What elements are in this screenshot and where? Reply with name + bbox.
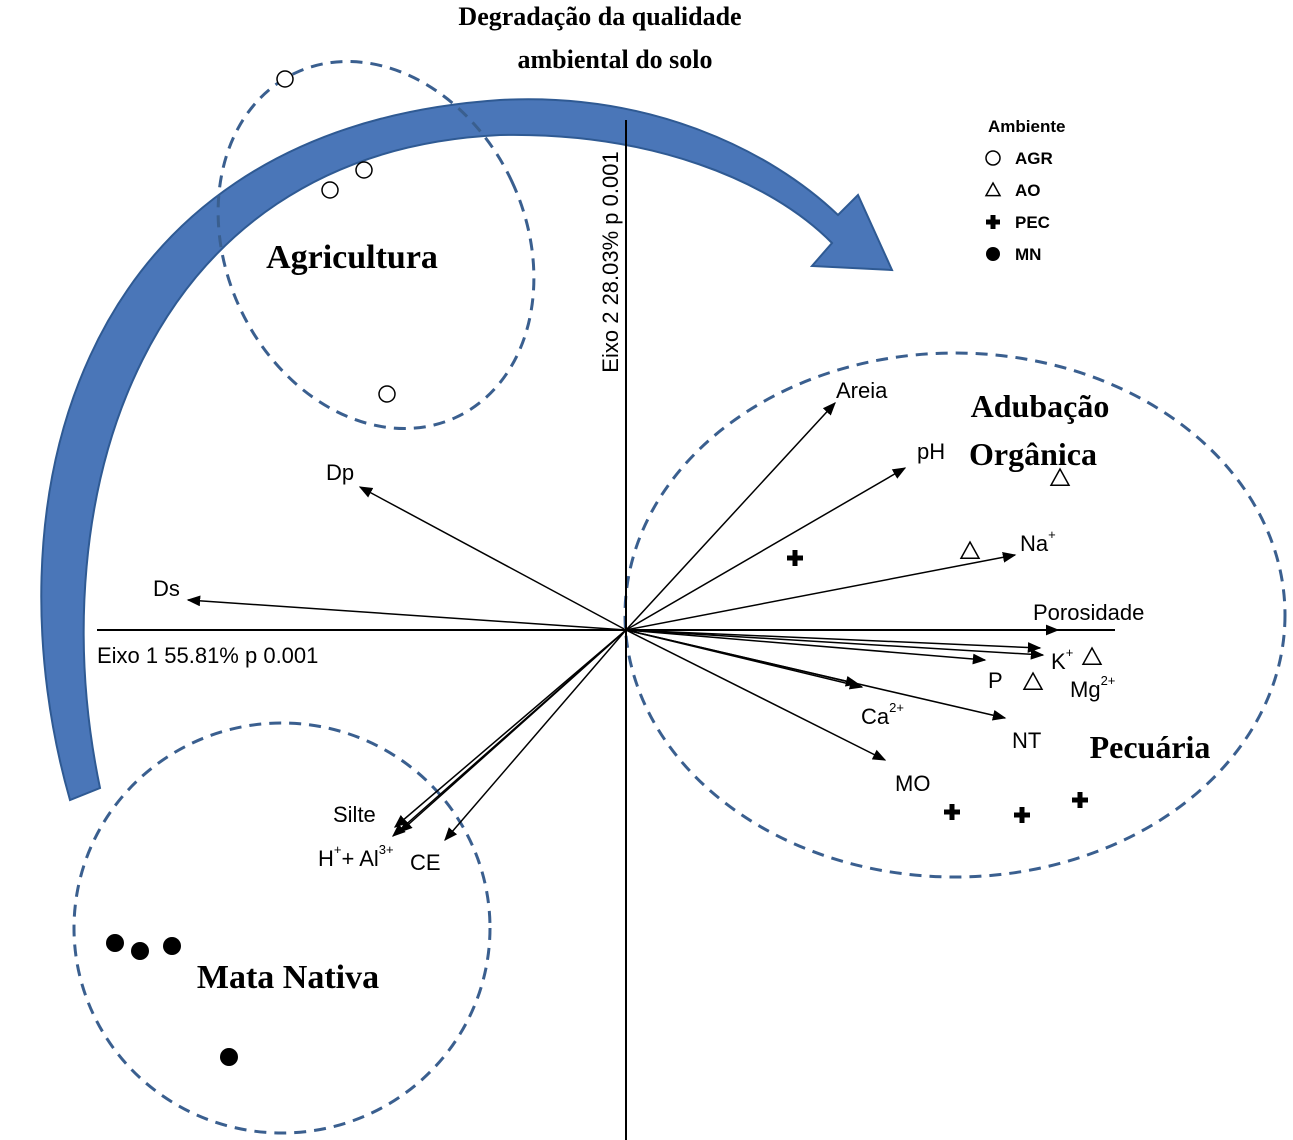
superscript: 2+ [1101, 673, 1116, 688]
label: + Al [341, 846, 378, 871]
legend-label: AGR [1015, 149, 1053, 168]
loading-arrow [625, 629, 1042, 653]
loading-arrow [625, 467, 907, 631]
loading-arrow [625, 629, 1007, 721]
label: MO [895, 771, 930, 796]
agr-point [378, 385, 396, 403]
label: P [988, 668, 1003, 693]
legend-label: PEC [1015, 213, 1050, 232]
variable-label: Mg2+ [1070, 673, 1115, 702]
pec-point [944, 804, 960, 820]
superscript: + [1048, 527, 1056, 542]
title: ambiental do solo [517, 45, 712, 74]
label: Areia [836, 378, 888, 403]
variable-label: P [988, 668, 1003, 693]
y-axis-label: Eixo 2 28.03% p 0.001 [598, 151, 623, 372]
agr-point [355, 161, 373, 179]
variable-label: Dp [326, 460, 354, 485]
pec-point [787, 550, 803, 566]
mn-point [220, 1048, 238, 1066]
superscript: 3+ [379, 842, 394, 857]
variable-label: MO [895, 771, 930, 796]
loading-arrow [358, 486, 627, 631]
variable-label: pH [917, 439, 945, 464]
label: pH [917, 439, 945, 464]
degradation-arrow [40, 98, 894, 802]
label: CE [410, 850, 441, 875]
loading-arrow [625, 629, 1045, 660]
variable-label: K+ [1051, 645, 1073, 674]
agr-point [321, 181, 339, 199]
label: Porosidade [1033, 600, 1144, 625]
ao-point [1081, 646, 1103, 665]
variable-label: NT [1012, 728, 1041, 753]
legend-title: Ambiente [988, 117, 1065, 136]
mn-point [163, 937, 181, 955]
mn-point [131, 942, 149, 960]
superscript: + [1066, 645, 1074, 660]
group-ellipses [72, 60, 1287, 1135]
ao-point [1022, 671, 1044, 690]
variable-label: CE [410, 850, 441, 875]
group-label: Orgânica [969, 436, 1097, 472]
legend-label: AO [1015, 181, 1041, 200]
superscript: + [334, 842, 342, 857]
group-label: Agricultura [266, 239, 438, 276]
loading-arrow [625, 629, 887, 761]
group-label: Pecuária [1090, 729, 1211, 765]
variable-label: H++ Al3+ [318, 842, 394, 871]
loading-arrow [444, 629, 627, 842]
label: Ca [861, 704, 890, 729]
label: Na [1020, 531, 1049, 556]
title: Degradação da qualidade [458, 2, 741, 31]
variable-label: Ds [153, 576, 180, 601]
ao-point [984, 181, 1002, 197]
mn-point [986, 247, 1000, 261]
loading-arrow [186, 595, 627, 631]
variable-label: Silte [333, 802, 376, 827]
x-axis-label: Eixo 1 55.81% p 0.001 [97, 643, 318, 668]
loading-arrow [398, 629, 627, 833]
variable-label: Areia [836, 378, 888, 403]
legend-label: MN [1015, 245, 1041, 264]
label: Dp [326, 460, 354, 485]
group-label: Mata Nativa [197, 959, 379, 996]
ao-point [959, 540, 981, 559]
label: H [318, 846, 334, 871]
ao-point [1049, 467, 1071, 486]
group-label: Adubação [971, 388, 1110, 424]
pec-point [1014, 807, 1030, 823]
label: Ds [153, 576, 180, 601]
label: Silte [333, 802, 376, 827]
variable-label: Na+ [1020, 527, 1056, 556]
label: NT [1012, 728, 1041, 753]
agr-point [276, 70, 294, 88]
pec-point [1072, 792, 1088, 808]
pec-point [986, 215, 1000, 229]
loading-arrow [625, 551, 1017, 631]
label: K [1051, 649, 1066, 674]
mn-point [106, 934, 124, 952]
loading-arrow [393, 629, 627, 828]
variable-label: Ca2+ [861, 700, 904, 729]
variable-label: Porosidade [1033, 600, 1144, 625]
superscript: 2+ [889, 700, 904, 715]
agr-point [985, 150, 1001, 166]
loading-arrow [625, 629, 987, 665]
label: Mg [1070, 677, 1101, 702]
loading-arrow [625, 402, 836, 631]
